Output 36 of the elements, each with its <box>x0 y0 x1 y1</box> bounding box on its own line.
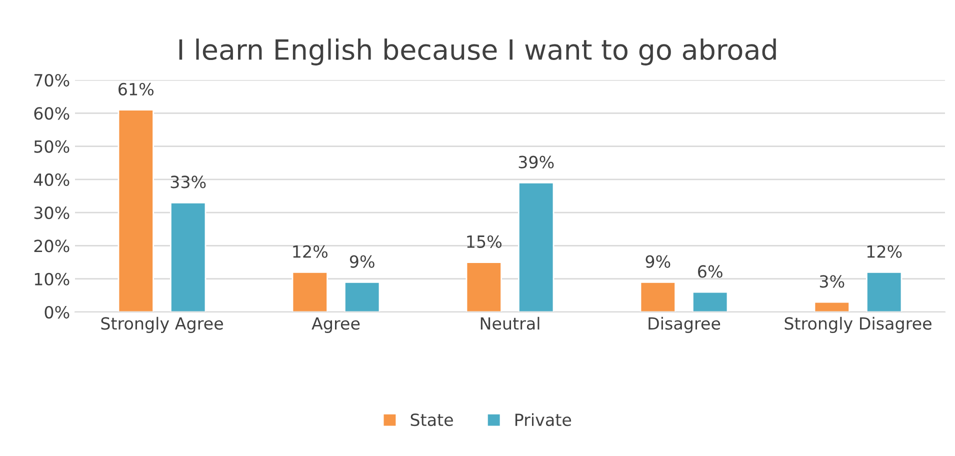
data-label: 9% <box>350 255 374 268</box>
data-label: 33% <box>170 176 206 188</box>
y-tick-label: 40% <box>34 173 70 186</box>
bar <box>466 262 502 312</box>
y-tick-label: 0% <box>44 306 70 319</box>
bar <box>518 182 554 312</box>
data-label: 6% <box>698 265 722 278</box>
legend-label: State <box>410 413 453 426</box>
data-label: 3% <box>820 275 844 288</box>
x-tick-label: Neutral <box>480 316 540 330</box>
x-tick-label: Agree <box>312 317 360 333</box>
x-tick-label: Disagree <box>648 316 720 333</box>
data-label: 9% <box>646 255 670 268</box>
bar <box>170 202 206 312</box>
bar <box>344 281 380 312</box>
x-tick-label: Strongly Disagree <box>784 316 932 333</box>
y-tick-label: 20% <box>34 240 70 252</box>
bar <box>866 272 902 312</box>
data-label: 61% <box>118 82 154 96</box>
data-label: 15% <box>467 235 502 248</box>
x-tick-label: Strongly Agree <box>101 316 223 333</box>
y-tick-label: 60% <box>34 107 70 120</box>
y-tick-label: 50% <box>34 140 70 153</box>
y-tick-label: 70% <box>34 74 70 87</box>
bar <box>292 272 328 312</box>
y-tick-label: 10% <box>34 272 70 286</box>
data-label: 12% <box>293 245 328 258</box>
bar <box>814 301 850 312</box>
chart-title: I learn English because I want to go abroad <box>179 38 776 66</box>
bar <box>640 281 676 312</box>
y-tick-label: 30% <box>34 206 70 220</box>
data-label: 39% <box>518 156 554 168</box>
bar <box>692 291 728 312</box>
legend-label: Private <box>515 413 572 426</box>
bar <box>118 109 154 312</box>
data-label: 12% <box>867 245 902 258</box>
